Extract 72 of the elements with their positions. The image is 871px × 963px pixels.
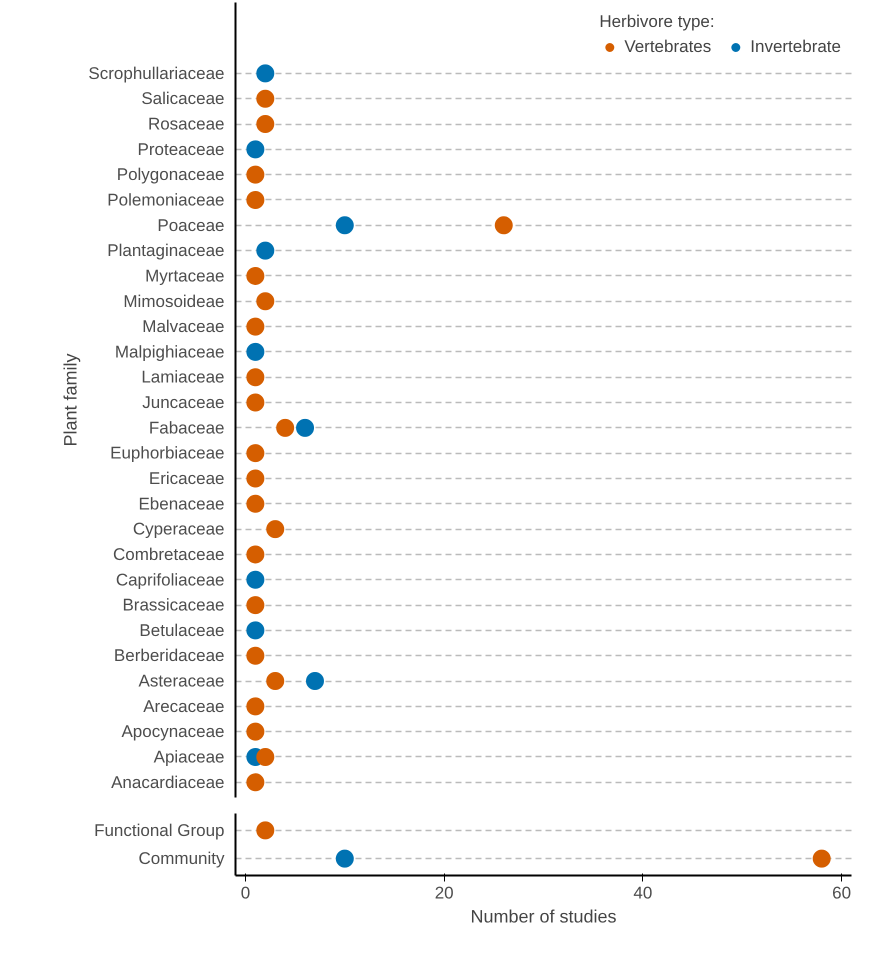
point — [246, 394, 264, 412]
y-tick-label: Rosaceae — [148, 114, 225, 134]
point — [246, 646, 264, 665]
y-tick-label: Myrtaceae — [145, 266, 225, 286]
y-tick-label: Euphorbiaceae — [110, 444, 225, 463]
y-tick-label: Salicaceae — [141, 89, 225, 108]
point — [246, 697, 264, 716]
y-tick-label: Asteraceae — [138, 672, 225, 691]
point — [256, 115, 274, 134]
y-tick-label: Functional Group — [94, 820, 224, 840]
point — [266, 520, 284, 538]
point — [246, 570, 264, 589]
y-tick-label: Lamiaceae — [141, 368, 225, 387]
y-axis-title: Plant family — [60, 353, 80, 447]
point — [336, 216, 354, 234]
point — [256, 64, 274, 82]
point — [246, 470, 264, 488]
point — [256, 242, 274, 260]
point — [246, 318, 264, 336]
y-tick-label: Apocynaceae — [121, 722, 225, 742]
y-tick-label: Ebenaceae — [138, 494, 225, 514]
point — [246, 140, 264, 158]
y-tick-label: Malvaceae — [142, 317, 225, 336]
point — [246, 444, 264, 462]
point — [246, 368, 264, 386]
point — [266, 672, 284, 690]
point — [256, 748, 274, 766]
point — [494, 216, 513, 234]
y-tick-label: Apiaceae — [154, 747, 224, 766]
y-tick-label: Poaceae — [157, 216, 225, 235]
y-tick-label: Polemoniaceae — [107, 190, 225, 210]
y-tick-label: Juncaceae — [142, 393, 225, 412]
legend-label: Invertebrate — [750, 37, 841, 57]
y-tick-label: Berberidaceae — [114, 646, 225, 666]
point — [246, 722, 264, 741]
y-tick-label: Fabaceae — [148, 418, 225, 438]
y-tick-label: Caprifoliaceae — [116, 570, 225, 590]
point — [246, 596, 264, 614]
x-tick-label: 0 — [240, 884, 250, 902]
point — [246, 621, 264, 640]
y-tick-label: Polygonaceae — [116, 165, 225, 184]
y-tick-label: Anacardiaceae — [111, 772, 225, 792]
y-tick-label: Brassicaceae — [122, 596, 225, 615]
point — [296, 418, 314, 437]
y-tick-label: Arecaceae — [143, 696, 225, 716]
point — [246, 342, 264, 361]
y-tick-label: Scrophullariaceae — [88, 64, 225, 83]
y-tick-label: Community — [138, 849, 225, 868]
y-tick-label: Plantaginaceae — [107, 241, 225, 260]
point — [246, 494, 264, 513]
y-tick-label: Combretaceae — [112, 544, 225, 564]
point — [256, 90, 274, 108]
point — [306, 672, 324, 690]
y-tick-label: Cyperaceae — [132, 520, 225, 539]
point — [246, 191, 264, 209]
point — [276, 418, 294, 437]
x-axis-title: Number of studies — [470, 906, 617, 926]
point — [246, 266, 264, 285]
y-tick-label: Malpighiaceae — [114, 342, 225, 362]
y-tick-label: Ericaceae — [148, 468, 225, 488]
point — [246, 166, 264, 184]
y-tick-label: Betulaceae — [139, 620, 225, 640]
point — [246, 545, 264, 564]
y-tick-label: Mimosoideae — [123, 292, 225, 311]
point — [256, 292, 274, 310]
legend-title: Herbivore type: — [599, 12, 716, 32]
x-tick-label: 60 — [832, 884, 852, 902]
y-tick-label: Proteaceae — [138, 140, 224, 159]
x-tick-label: 40 — [633, 884, 652, 902]
x-tick-label: 20 — [434, 884, 454, 902]
point — [246, 773, 264, 792]
legend-label: Vertebrates — [624, 37, 712, 57]
